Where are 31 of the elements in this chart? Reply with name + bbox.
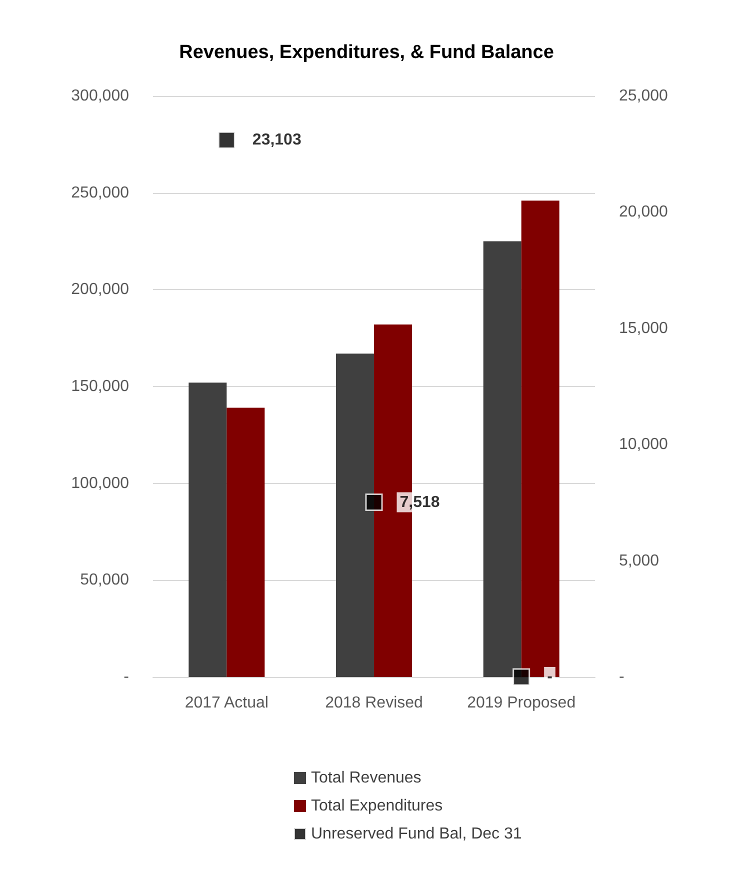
point: [512, 668, 530, 686]
data-label: -: [547, 668, 552, 686]
y-tick-label: 50,000: [80, 572, 130, 589]
data-label: 7,518: [400, 494, 440, 511]
y2-tick-label: 5,000: [619, 552, 660, 570]
legend-label: Unreserved Fund Bal, Dec 31: [311, 826, 522, 842]
y2-tick-label: 15,000: [619, 320, 668, 337]
bar: [226, 408, 265, 677]
bar: [188, 382, 227, 677]
x-tick-label: 2019 Proposed: [467, 694, 576, 712]
y-tick-label: 150,000: [71, 378, 130, 395]
y2-tick-label: 25,000: [619, 88, 668, 104]
bar: [483, 241, 522, 677]
bar: [336, 354, 374, 677]
chart-title: Revenues, Expenditures, & Fund Balance: [179, 42, 554, 63]
data-label: 23,103: [252, 132, 302, 149]
y-tick-label: 100,000: [71, 474, 130, 492]
point: [365, 494, 383, 512]
bar: [521, 200, 560, 677]
y2-tick-label: 20,000: [619, 204, 668, 221]
point: [218, 131, 236, 149]
y-tick-label: 300,000: [71, 88, 130, 104]
y2-tick-label: 10,000: [619, 436, 668, 454]
legend-label: Total Revenues: [311, 770, 422, 786]
legend-label: Total Expenditures: [311, 798, 443, 814]
x-tick-label: 2018 Revised: [325, 694, 423, 712]
y-tick-label: -: [124, 668, 129, 686]
y-tick-label: 200,000: [71, 281, 130, 298]
y2-tick-label: -: [619, 668, 624, 686]
x-tick-label: 2017 Actual: [184, 694, 268, 712]
y-tick-label: 250,000: [71, 184, 130, 202]
